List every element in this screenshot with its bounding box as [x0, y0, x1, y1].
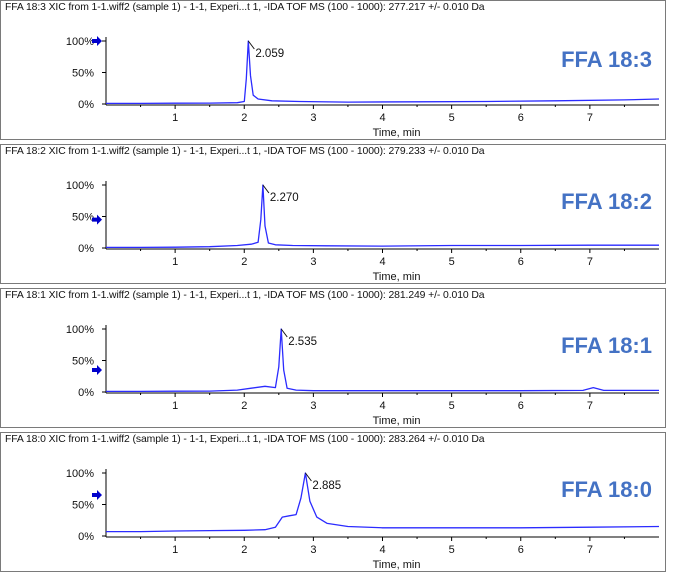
- y-tick-label: 100%: [66, 468, 94, 480]
- y-tick-label: 0%: [78, 531, 94, 543]
- y-tick-label: 50%: [72, 212, 94, 224]
- panel-title: FFA 18:2 XIC from 1-1.wiff2 (sample 1) -…: [5, 146, 485, 157]
- x-tick-label: 7: [587, 400, 593, 412]
- x-tick-label: 2: [241, 112, 247, 124]
- compound-label: FFA 18:3: [561, 47, 652, 72]
- compound-label: FFA 18:0: [561, 477, 652, 502]
- peak-retention-label: 2.059: [255, 48, 284, 60]
- peak-leader-line: [247, 40, 255, 50]
- x-axis-label: Time, min: [373, 415, 421, 427]
- intensity-marker-arrow-icon[interactable]: [92, 36, 102, 46]
- x-tick-label: 3: [310, 544, 316, 556]
- x-tick-label: 4: [379, 544, 385, 556]
- x-tick-label: 2: [241, 544, 247, 556]
- chromatogram-plot: 0% 50% 100% 1 2 3 4 5 6 7 Time, min 2.885: [66, 468, 660, 571]
- intensity-marker-arrow-icon[interactable]: [92, 364, 102, 375]
- chromatogram-panel: FFA 18:3 XIC from 1-1.wiff2 (sample 1) -…: [0, 0, 666, 140]
- chromatogram-panel: FFA 18:1 XIC from 1-1.wiff2 (sample 1) -…: [0, 288, 666, 428]
- x-tick-label: 4: [379, 112, 385, 124]
- x-tick-label: 3: [310, 400, 316, 412]
- xic-trace: [106, 472, 660, 533]
- x-tick-label: 4: [379, 400, 385, 412]
- y-tick-label: 0%: [78, 387, 94, 399]
- peak-leader-line: [280, 328, 288, 338]
- x-tick-label: 5: [449, 544, 455, 556]
- chromatogram-plot: 0% 50% 100% 1 2 3 4 5 6 7 Time, min 2.270: [66, 180, 659, 283]
- y-tick-label: 0%: [78, 243, 94, 255]
- chromatogram-panel: FFA 18:2 XIC from 1-1.wiff2 (sample 1) -…: [0, 144, 666, 284]
- peak-leader-line: [305, 472, 312, 482]
- x-tick-label: 1: [172, 112, 178, 124]
- x-tick-label: 7: [587, 112, 593, 124]
- x-axis-label: Time, min: [373, 559, 421, 571]
- x-tick-label: 7: [587, 256, 593, 268]
- y-tick-label: 50%: [72, 68, 94, 80]
- x-tick-label: 6: [518, 112, 524, 124]
- x-tick-label: 5: [449, 400, 455, 412]
- chromatogram-plot: 0% 50% 100% 1 2 3 4 5 6 7 Time, min 2.059: [66, 36, 660, 139]
- x-tick-label: 3: [310, 112, 316, 124]
- x-tick-label: 5: [449, 112, 455, 124]
- x-tick-label: 2: [241, 400, 247, 412]
- intensity-marker-arrow-icon[interactable]: [92, 490, 102, 501]
- y-tick-label: 100%: [66, 180, 94, 192]
- panel-title: FFA 18:1 XIC from 1-1.wiff2 (sample 1) -…: [5, 290, 485, 301]
- y-tick-label: 0%: [78, 99, 94, 111]
- intensity-marker-arrow-icon[interactable]: [92, 214, 102, 225]
- x-tick-label: 1: [172, 544, 178, 556]
- x-tick-label: 5: [449, 256, 455, 268]
- chromatogram-panel: FFA 18:0 XIC from 1-1.wiff2 (sample 1) -…: [0, 432, 666, 572]
- x-tick-label: 6: [518, 256, 524, 268]
- x-tick-label: 3: [310, 256, 316, 268]
- compound-label: FFA 18:1: [561, 333, 652, 358]
- y-tick-label: 100%: [66, 324, 94, 336]
- panel-title: FFA 18:3 XIC from 1-1.wiff2 (sample 1) -…: [5, 2, 485, 13]
- x-tick-label: 6: [518, 544, 524, 556]
- xic-trace: [106, 40, 660, 105]
- xic-trace: [106, 184, 659, 249]
- xic-trace: [106, 328, 659, 393]
- x-tick-label: 2: [241, 256, 247, 268]
- chromatogram-plot: 0% 50% 100% 1 2 3 4 5 6 7 Time, min 2.535: [66, 324, 659, 427]
- compound-label: FFA 18:2: [561, 189, 652, 214]
- x-tick-label: 1: [172, 256, 178, 268]
- x-axis-label: Time, min: [373, 127, 421, 139]
- x-axis-label: Time, min: [373, 271, 421, 283]
- peak-retention-label: 2.885: [312, 480, 341, 492]
- x-tick-label: 7: [587, 544, 593, 556]
- y-tick-label: 50%: [72, 356, 94, 368]
- y-tick-label: 50%: [72, 500, 94, 512]
- panel-title: FFA 18:0 XIC from 1-1.wiff2 (sample 1) -…: [5, 434, 485, 445]
- y-tick-label: 100%: [66, 36, 94, 48]
- peak-retention-label: 2.535: [288, 336, 317, 348]
- x-tick-label: 6: [518, 400, 524, 412]
- x-tick-label: 1: [172, 400, 178, 412]
- peak-retention-label: 2.270: [270, 192, 299, 204]
- peak-leader-line: [262, 184, 270, 194]
- x-tick-label: 4: [379, 256, 385, 268]
